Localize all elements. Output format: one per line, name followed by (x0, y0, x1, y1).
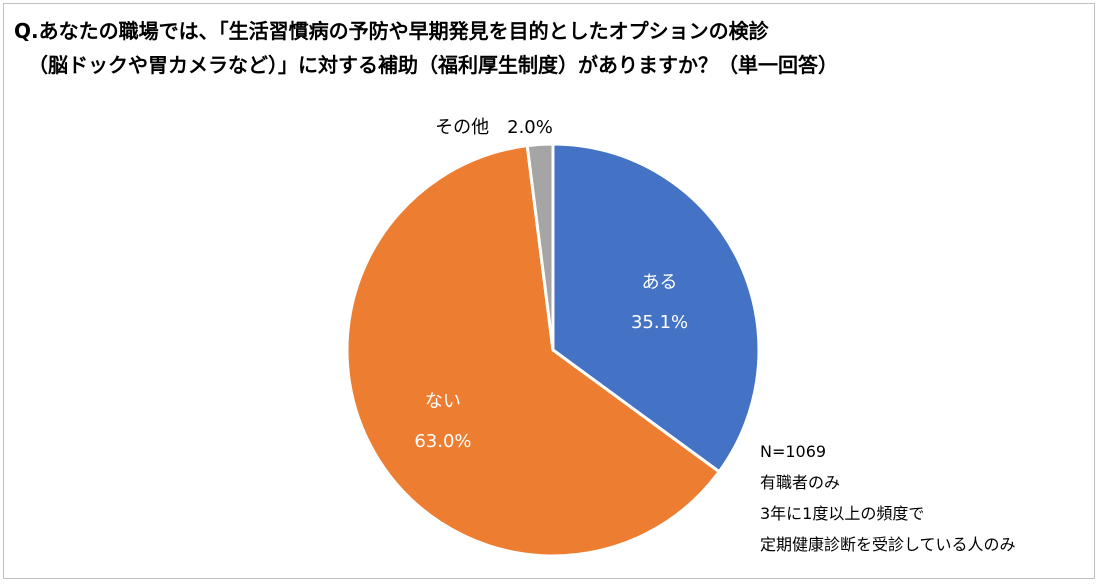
slice-category-label: ある (642, 272, 678, 293)
sample-size: N=1069 (760, 442, 827, 461)
pie-slice (525, 142, 555, 352)
slice-outside-label: その他 2.0% (435, 117, 553, 138)
pie-slice (345, 144, 721, 558)
slice-value-label: 63.0% (414, 431, 471, 452)
note-line-3: 定期健康診断を受診している人のみ (760, 535, 1016, 554)
slice-value-label: 35.1% (631, 312, 688, 333)
sample-note: N=1069 有職者のみ 3年に1度以上の頻度で 定期健康診断を受診している人の… (760, 436, 1016, 560)
title-line-2: （脳ドックや胃カメラなど）」に対する補助（福利厚生制度）がありますか？（単一回答… (28, 53, 838, 77)
slice-category-label: ない (425, 391, 461, 412)
note-line-1: 有職者のみ (760, 473, 841, 492)
pie-slice (551, 142, 761, 474)
question-title: Q.あなたの職場では、「生活習慣病の予防や早期発見を目的としたオプションの検診 … (14, 14, 1084, 82)
title-line-1: Q.あなたの職場では、「生活習慣病の予防や早期発見を目的としたオプションの検診 (14, 19, 769, 43)
note-line-2: 3年に1度以上の頻度で (760, 504, 925, 523)
